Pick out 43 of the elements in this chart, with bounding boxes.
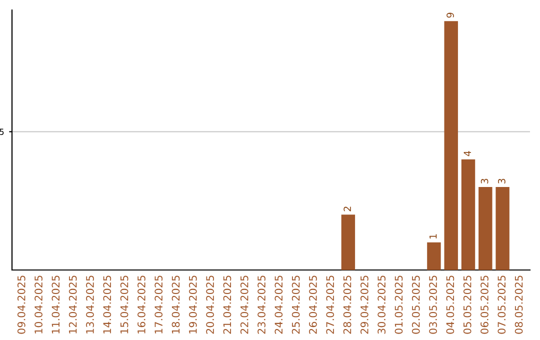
x-tick-label: 20.04.2025 [206,276,214,334]
bar [461,159,476,270]
data-label: 9 [446,12,454,18]
x-tick-label: 18.04.2025 [172,276,180,334]
data-label: 3 [498,178,506,184]
bar [496,187,510,270]
x-tick-label: 11.04.2025 [52,276,60,334]
x-tick-label: 26.04.2025 [309,276,317,334]
x-tick-label: 02.05.2025 [412,276,420,334]
x-tick-label: 10.04.2025 [34,276,42,334]
x-tick-label: 27.04.2025 [326,276,334,334]
x-tick-label: 12.04.2025 [68,276,77,334]
x-tick-label: 17.04.2025 [154,276,163,334]
x-tick-label: 24.04.2025 [274,276,283,334]
x-tick-label: 21.04.2025 [223,276,232,334]
x-tick-label: 22.04.2025 [240,276,248,334]
x-tick-label: 25.04.2025 [292,276,300,334]
x-tick-label: 07.05.2025 [498,276,506,334]
data-label: 4 [464,150,471,156]
x-tick-label: 06.05.2025 [480,276,488,334]
data-label: 3 [480,178,488,184]
x-tick-label: 13.04.2025 [86,276,94,334]
x-tick-label: 29.04.2025 [360,276,368,334]
data-label: 2 [344,206,351,212]
x-tick-label: 01.05.2025 [394,276,403,334]
x-tick-label: 04.05.2025 [446,276,454,334]
bar [427,242,441,270]
bar [341,214,356,270]
x-tick-label: 16.04.2025 [138,276,146,334]
x-tick-label: 19.04.2025 [188,276,197,334]
x-tick-label: 09.04.2025 [17,276,26,334]
x-tick-label: 03.05.2025 [429,276,437,334]
data-label: 1 [430,234,437,238]
x-tick-label: 05.05.2025 [463,276,472,334]
x-tick-label: 30.04.2025 [378,276,386,334]
x-tick-label: 14.04.2025 [103,276,112,334]
x-tick-label: 23.04.2025 [258,276,266,334]
x-tick-label: 28.04.2025 [343,276,352,334]
bar [478,187,492,270]
y-tick-label: 5 [0,128,4,135]
x-tick-label: 08.05.2025 [514,276,523,334]
x-tick-label: 15.04.2025 [120,276,128,334]
bar [444,21,458,270]
